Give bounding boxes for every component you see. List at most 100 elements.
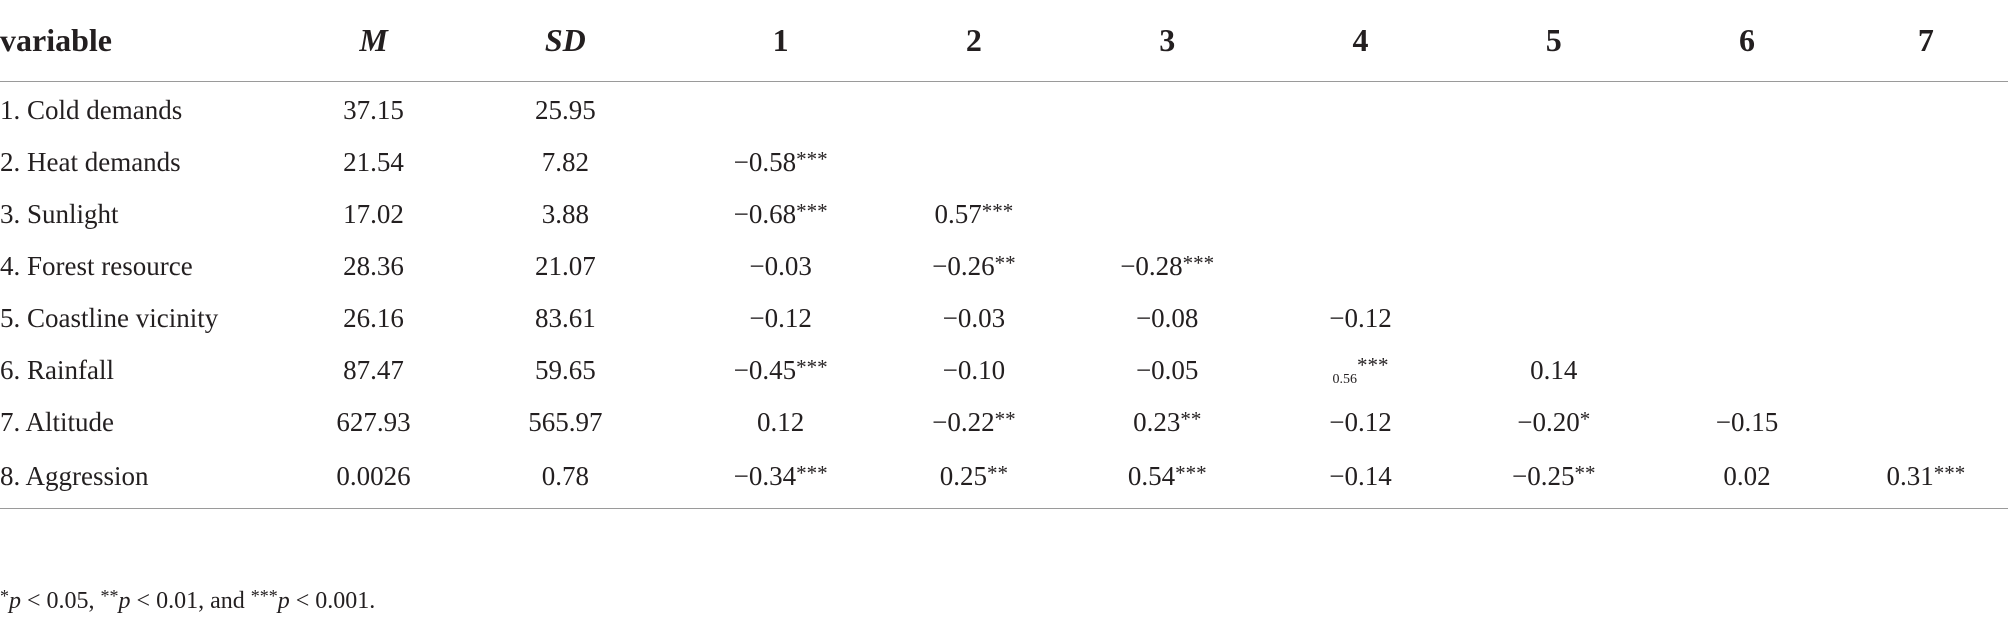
footnote-star-1: * [0, 586, 9, 606]
footnote-text-1: < 0.05, [21, 588, 101, 614]
sd-cell: 3.88 [541, 198, 589, 229]
correlation-cell-3: −0.08 [1135, 302, 1199, 333]
correlation-cell-2: 0.57*** [877, 188, 1070, 240]
correlation-cell-3: −0.05 [1135, 354, 1199, 385]
correlation-cell-2: −0.10 [942, 354, 1006, 385]
table-row: 8. Aggression 0.0026 0.78 −0.34*** 0.25** 0.5… [0, 448, 2008, 509]
variable-name-cell: 6. Rainfall [0, 354, 114, 385]
header-col-5: 5 [1457, 0, 1651, 82]
correlation-cell-7 [1844, 188, 2008, 240]
correlation-cell-7 [1844, 136, 2008, 188]
header-col-4: 4 [1263, 0, 1458, 82]
significance-stars: *** [981, 198, 1014, 223]
correlation-cell-1: −0.12 [749, 302, 812, 333]
sd-cell: 0.78 [446, 448, 684, 509]
header-sd: SD [446, 0, 684, 82]
mean-cell: 87.47 [343, 354, 404, 385]
mean-cell: 26.16 [343, 302, 404, 333]
correlation-cell-5 [1457, 82, 1650, 137]
correlation-cell-6 [1650, 344, 1843, 396]
correlation-cell-2: −0.22** [877, 396, 1070, 448]
sd-cell: 565.97 [528, 406, 603, 437]
correlation-cell-1: −0.45*** [684, 344, 877, 396]
sd-cell: 59.65 [534, 354, 596, 385]
correlation-cell-7: 0.31*** [1843, 448, 2008, 509]
correlation-value: −0.25 [1512, 460, 1575, 491]
correlation-cell-7 [1844, 292, 2008, 344]
significance-stars: ** [1574, 460, 1596, 485]
correlation-cell-2: −0.26** [877, 240, 1070, 292]
correlation-value: −0.26 [932, 250, 995, 281]
significance-stars: *** [1356, 352, 1389, 377]
significance-footnote: *p < 0.05, **p < 0.01, and ***p < 0.001. [0, 581, 375, 616]
significance-stars: * [1579, 406, 1591, 431]
header-variable: variable [0, 0, 301, 82]
correlation-cell-6 [1650, 188, 1843, 240]
sd-cell: 25.95 [534, 94, 596, 125]
correlation-cell-3: 0.23** [1071, 396, 1264, 448]
correlation-cell-4 [1264, 240, 1457, 292]
correlation-cell-4 [1264, 82, 1457, 137]
table-row: 2. Heat demands 21.54 7.82 −0.58*** [0, 136, 2008, 188]
significance-stars: *** [796, 354, 828, 379]
correlation-cell-3: 0.54*** [1070, 448, 1264, 509]
correlation-cell-2 [877, 82, 1070, 137]
correlation-cell-5 [1457, 240, 1650, 292]
variable-name-cell: 7. Altitude [0, 406, 114, 437]
correlation-value: 0.23 [1133, 406, 1181, 437]
footnote-star-3: *** [250, 586, 278, 606]
correlation-cell-1: −0.68*** [684, 188, 877, 240]
correlation-table: variable M SD 1 2 3 4 5 6 7 1. Cold dema… [0, 0, 2008, 509]
correlation-cell-1 [684, 82, 877, 137]
header-col-3: 3 [1070, 0, 1264, 82]
header-col-1: 1 [683, 0, 878, 82]
correlation-cell-6 [1650, 82, 1843, 137]
correlation-cell-5 [1457, 188, 1650, 240]
significance-stars: ** [994, 406, 1016, 431]
footnote-text-3: < 0.001. [289, 588, 376, 614]
table-row: 1. Cold demands 37.15 25.95 [0, 82, 2008, 137]
correlation-table-container: variable M SD 1 2 3 4 5 6 7 1. Cold dema… [0, 0, 2008, 509]
correlation-value: −0.34 [733, 460, 797, 491]
correlation-cell-7 [1844, 396, 2008, 448]
mean-cell: 37.15 [343, 94, 404, 125]
correlation-cell-3: −0.28*** [1071, 240, 1264, 292]
significance-stars: *** [796, 460, 828, 485]
significance-stars: ** [994, 250, 1016, 275]
significance-stars: *** [1182, 250, 1215, 275]
significance-stars: ** [987, 460, 1009, 485]
correlation-value: 0.54 [1127, 460, 1176, 491]
variable-name-cell: 5. Coastline vicinity [0, 302, 219, 333]
footnote-p-1: p [9, 588, 21, 614]
correlation-value: −0.28 [1120, 250, 1183, 281]
table-row: 6. Rainfall 87.47 59.65 −0.45*** −0.10 −0.05 0… [0, 344, 2008, 396]
table-row: 4. Forest resource 28.36 21.07 −0.03 −0.26**… [0, 240, 2008, 292]
correlation-cell-6 [1650, 292, 1843, 344]
sd-cell: 7.82 [541, 146, 589, 177]
table-row: 5. Coastline vicinity 26.16 83.61 −0.12 −0.0… [0, 292, 2008, 344]
correlation-cell-6 [1650, 136, 1843, 188]
correlation-cell-2: −0.03 [942, 302, 1006, 333]
correlation-value: −0.68 [733, 198, 797, 229]
variable-name-cell: 2. Heat demands [0, 146, 181, 177]
correlation-cell-1: 0.12 [757, 406, 805, 437]
significance-stars: *** [796, 146, 828, 171]
mean-cell: 627.93 [336, 406, 411, 437]
variable-name-cell: 4. Forest resource [0, 250, 193, 281]
correlation-value: −0.22 [932, 406, 995, 437]
correlation-value: 0.56 [1332, 371, 1357, 387]
header-col-7: 7 [1843, 0, 2008, 82]
table-body: 1. Cold demands 37.15 25.95 2. Heat demands… [0, 82, 2008, 509]
correlation-cell-3 [1071, 136, 1264, 188]
correlation-cell-6: 0.02 [1650, 448, 1844, 509]
correlation-cell-2: 0.25** [877, 448, 1071, 509]
significance-stars: *** [796, 198, 828, 223]
mean-cell: 28.36 [343, 250, 404, 281]
mean-cell: 0.0026 [300, 448, 447, 509]
correlation-cell-4: −0.14 [1263, 448, 1458, 509]
correlation-cell-5 [1457, 136, 1650, 188]
correlation-cell-5: −0.25** [1457, 448, 1651, 509]
correlation-cell-6: −0.15 [1715, 406, 1779, 437]
correlation-value: 0.57 [934, 198, 982, 229]
correlation-cell-4: 0.56*** [1264, 344, 1457, 396]
